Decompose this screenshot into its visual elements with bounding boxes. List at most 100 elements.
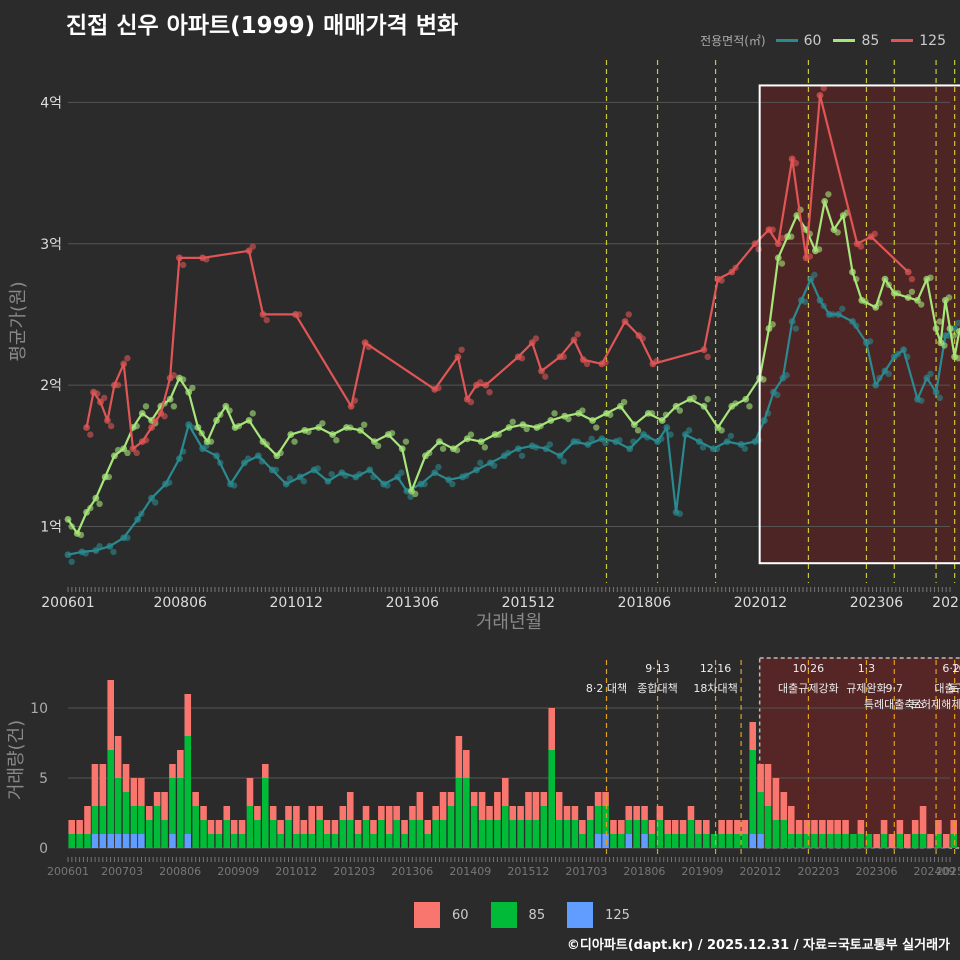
point-85	[138, 409, 146, 417]
bar-60	[169, 764, 176, 778]
point-125	[778, 234, 786, 242]
bar-60	[177, 750, 184, 778]
bar-85	[532, 820, 540, 848]
bar-x-tick-label: 201409	[449, 865, 491, 878]
legend-swatch-125	[891, 39, 914, 42]
point-85	[704, 396, 711, 403]
bar-x-tick-label: 202306	[856, 865, 898, 878]
point-60	[829, 311, 837, 318]
bar-85	[525, 820, 532, 848]
point-125	[161, 413, 168, 420]
bar-85	[169, 778, 176, 834]
bar-60	[896, 820, 904, 834]
point-60	[900, 346, 907, 354]
point-125	[816, 91, 824, 99]
policy-annotation: 12·16	[700, 662, 732, 675]
point-60	[872, 381, 880, 389]
point-60	[774, 391, 781, 399]
bar-85	[579, 834, 586, 848]
bar-60	[323, 820, 331, 834]
bar-y-tick-label: 10	[30, 701, 48, 717]
point-125	[435, 384, 442, 392]
point-85	[760, 376, 767, 383]
point-85	[950, 332, 957, 339]
point-60	[504, 449, 512, 457]
point-85	[788, 233, 795, 240]
point-60	[300, 478, 308, 485]
point-125	[653, 357, 660, 365]
bar-125	[99, 834, 107, 848]
bar-60	[803, 820, 811, 834]
point-125	[583, 360, 591, 368]
point-60	[152, 499, 159, 506]
bar-60	[130, 778, 138, 806]
x-tick-label: 202306	[850, 595, 904, 611]
bar-125	[602, 834, 609, 848]
bar-85	[122, 792, 130, 834]
point-125	[259, 311, 267, 318]
point-85	[189, 384, 196, 392]
point-125	[574, 331, 581, 338]
point-60	[667, 431, 674, 438]
point-85	[914, 296, 921, 304]
bar-85	[463, 778, 470, 848]
bar-60	[153, 792, 161, 806]
point-85	[319, 420, 326, 427]
point-60	[356, 470, 363, 478]
point-85	[439, 445, 447, 452]
point-85	[547, 417, 555, 424]
bar-60	[555, 792, 563, 820]
bar-85	[741, 834, 749, 848]
bar-60	[548, 708, 555, 750]
point-60	[866, 338, 874, 345]
bar-60	[76, 820, 83, 834]
point-85	[166, 395, 174, 403]
bar-85	[687, 820, 695, 848]
y-tick-label: 2억	[40, 378, 62, 394]
bar-x-tick-label: 201203	[333, 865, 375, 878]
bar-85	[107, 750, 114, 834]
bar-60	[308, 806, 315, 834]
point-85	[467, 431, 475, 438]
point-60	[546, 441, 554, 448]
point-60	[532, 444, 540, 451]
bar-60	[695, 820, 702, 834]
point-85	[374, 442, 382, 450]
x-tick-label: 201512	[502, 595, 555, 611]
bar-85	[671, 834, 679, 848]
point-125	[351, 397, 359, 404]
bar-85	[826, 834, 834, 848]
bar-85	[246, 806, 254, 848]
point-85	[894, 290, 902, 297]
bar-60	[184, 694, 192, 736]
bar-85	[850, 834, 857, 848]
point-60	[783, 372, 790, 379]
bar-x-tick-label: 200703	[101, 865, 143, 878]
point-125	[625, 311, 632, 318]
point-60	[676, 510, 684, 517]
bar-60	[641, 806, 648, 820]
bar-125	[130, 834, 138, 848]
legend-label-60: 60	[803, 32, 822, 49]
point-125	[820, 85, 827, 92]
point-85	[904, 294, 912, 301]
bar-125	[169, 834, 176, 848]
policy-annotation: 10·26	[793, 662, 825, 675]
bar-85	[84, 834, 91, 848]
point-85	[690, 394, 697, 402]
point-125	[806, 253, 814, 260]
point-60	[138, 510, 145, 517]
bar-60	[648, 820, 656, 834]
point-125	[728, 268, 736, 276]
bar-60	[262, 764, 269, 778]
bar-85	[277, 834, 284, 848]
point-85	[235, 422, 243, 430]
point-125	[361, 339, 369, 347]
bar-60	[780, 792, 788, 820]
point-60	[394, 473, 401, 481]
bar-125	[107, 834, 114, 848]
bar-60	[122, 764, 130, 792]
bar-60	[656, 806, 664, 820]
point-85	[769, 321, 776, 328]
